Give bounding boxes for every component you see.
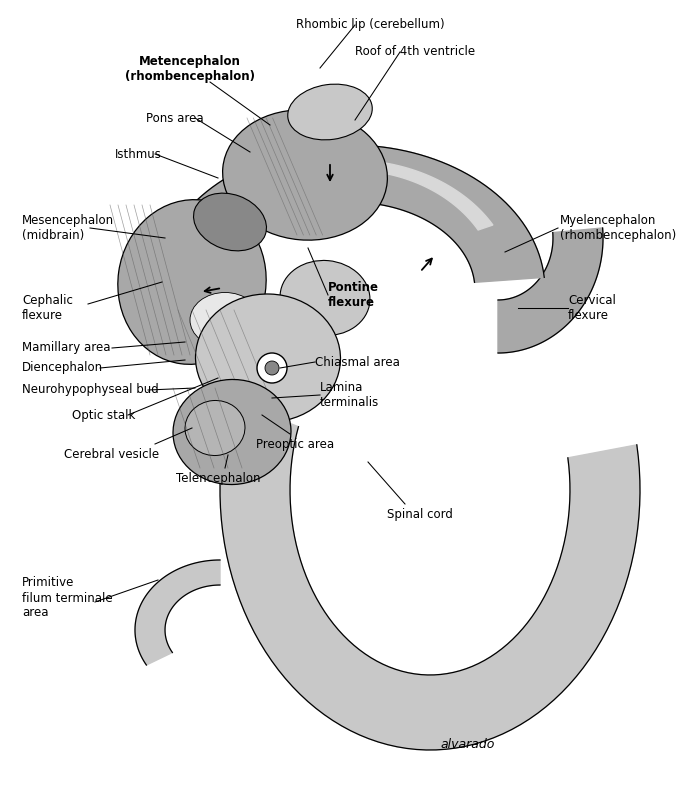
Text: Telencephalon: Telencephalon <box>176 472 260 485</box>
Text: Spinal cord: Spinal cord <box>387 508 453 521</box>
Text: Mesencephalon
(midbrain): Mesencephalon (midbrain) <box>22 214 114 242</box>
Text: Isthmus: Isthmus <box>115 148 162 161</box>
Text: Optic stalk: Optic stalk <box>72 409 135 422</box>
Ellipse shape <box>257 353 287 383</box>
Text: Preoptic area: Preoptic area <box>256 438 334 451</box>
Text: Pons area: Pons area <box>146 112 204 125</box>
Text: Cephalic
flexure: Cephalic flexure <box>22 294 73 322</box>
Ellipse shape <box>185 401 245 455</box>
Polygon shape <box>195 160 493 249</box>
Text: Metencephalon
(rhombencephalon): Metencephalon (rhombencephalon) <box>125 55 255 83</box>
Ellipse shape <box>118 200 266 364</box>
Ellipse shape <box>288 84 372 140</box>
Text: Neurohypophyseal bud: Neurohypophyseal bud <box>22 383 159 397</box>
Text: Rhombic lip (cerebellum): Rhombic lip (cerebellum) <box>295 18 444 31</box>
Text: Diencephalon: Diencephalon <box>22 362 103 374</box>
Ellipse shape <box>193 193 267 251</box>
Text: Roof of 4th ventricle: Roof of 4th ventricle <box>355 45 475 58</box>
Text: Chiasmal area: Chiasmal area <box>315 355 400 369</box>
Ellipse shape <box>190 293 260 347</box>
Polygon shape <box>498 228 603 353</box>
Ellipse shape <box>195 294 340 422</box>
Text: alvarado: alvarado <box>441 738 495 751</box>
Polygon shape <box>220 401 640 750</box>
Ellipse shape <box>173 379 291 485</box>
Text: Primitive
filum terminale
area: Primitive filum terminale area <box>22 577 113 619</box>
Text: Cerebral vesicle: Cerebral vesicle <box>64 448 160 461</box>
Ellipse shape <box>265 361 279 375</box>
Text: Mamillary area: Mamillary area <box>22 342 111 354</box>
Text: Myelencephalon
(rhombencephalon): Myelencephalon (rhombencephalon) <box>560 214 676 242</box>
Ellipse shape <box>223 110 387 240</box>
Polygon shape <box>135 560 220 665</box>
Text: Cervical
flexure: Cervical flexure <box>568 294 616 322</box>
Text: Lamina
terminalis: Lamina terminalis <box>320 381 379 409</box>
Polygon shape <box>155 145 545 302</box>
Text: Pontine
flexure: Pontine flexure <box>328 281 379 309</box>
Ellipse shape <box>280 261 370 335</box>
